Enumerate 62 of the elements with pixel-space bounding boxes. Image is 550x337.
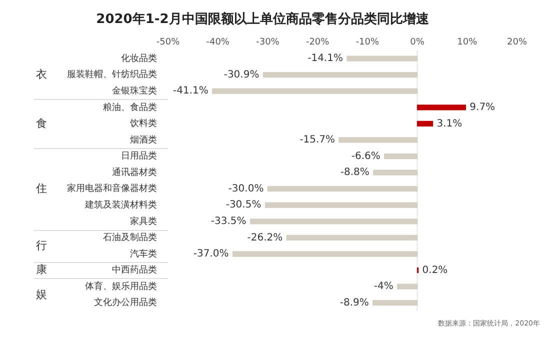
bar [416,120,434,127]
y-tick-label: 日用品类 [121,150,157,162]
bar [212,88,418,94]
data-label: -30.9% [224,69,260,80]
y-tick-label: 建筑及装潢材料类 [84,199,157,210]
bar [397,284,418,290]
data-label: -26.2% [247,232,283,244]
data-label: -8.8% [340,167,370,178]
y-tick-label: 通讯器材类 [112,166,157,178]
y-tick-label: 饮料类 [129,118,157,130]
x-tick-label: 0% [410,37,425,48]
bar [338,137,418,143]
y-tick-label: 家具类 [130,216,157,227]
y-tick-label: 化妆品类 [121,52,157,64]
y-tick-label: 文化办公用品类 [94,297,157,308]
text: 康 [36,262,47,278]
bar [267,186,418,192]
y-tick-label: 汽车类 [130,248,157,260]
text: 行 [36,238,47,254]
data-label: -6.6% [351,150,380,162]
bar [416,104,466,110]
data-label: -33.5% [210,216,246,228]
bar [264,202,418,208]
bar [384,153,418,160]
y-tick-label: 体育、娱乐用品类 [85,280,157,292]
chart-title: 2020年1-2月中国限额以上单位商品零售分品类同比增速 [96,11,430,28]
text: 衣 [36,66,47,83]
data-label: -4% [374,281,394,292]
bar [232,251,418,257]
y-tick-label: 烟酒类 [130,134,157,146]
data-label: -41.1% [172,86,208,97]
text: 食 [36,116,47,132]
y-tick-label: 服装鞋帽、针纺织品类 [67,69,157,80]
y-tick-label: 粮油、食品类 [103,102,157,113]
data-label: -14.1% [308,53,343,64]
bar [373,170,418,176]
x-tick-label: -40% [206,37,230,48]
bar [286,234,418,241]
y-tick-label: 金银珠宝类 [112,85,157,96]
bar [262,72,418,78]
x-tick-label: -50% [156,37,180,48]
bar [372,300,418,306]
data-label: 9.7% [470,102,496,113]
data-label: -30.0% [228,183,264,194]
bar [250,218,418,224]
data-label: -8.9% [340,297,369,308]
text: 娱 [36,286,47,303]
x-tick-label: -20% [306,37,330,48]
data-label: 0.2% [422,264,448,276]
data-label: -30.5% [226,200,262,211]
bar [346,56,418,62]
text: 住 [36,180,47,197]
x-tick-label: -10% [356,37,380,48]
x-tick-label: 10% [457,37,478,48]
x-tick-label: 20% [506,37,528,48]
data-label: -37.0% [193,248,229,260]
data-label: -15.7% [300,134,336,146]
y-tick-label: 家用电器和音像器材类 [67,183,157,194]
x-tick-label: -30% [256,37,280,48]
y-tick-label: 中西药品类 [112,264,157,276]
y-tick-label: 石油及制品类 [103,232,157,244]
data-label: 3.1% [436,118,462,130]
